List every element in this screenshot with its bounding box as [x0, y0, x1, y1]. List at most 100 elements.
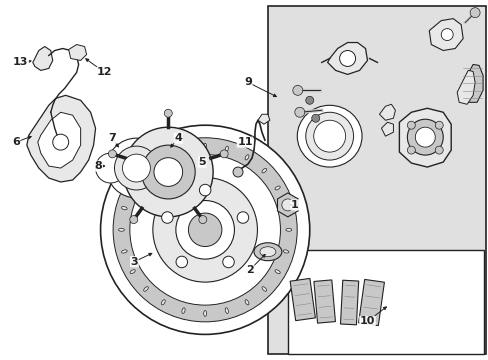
Circle shape [164, 109, 172, 117]
Circle shape [188, 213, 222, 247]
Text: 9: 9 [244, 77, 251, 87]
Circle shape [407, 146, 414, 154]
Polygon shape [327, 42, 367, 75]
Circle shape [407, 121, 414, 129]
Ellipse shape [244, 155, 248, 160]
Polygon shape [289, 278, 315, 321]
Circle shape [233, 167, 243, 177]
Circle shape [220, 150, 228, 158]
Ellipse shape [203, 311, 206, 316]
Text: 8: 8 [95, 161, 102, 171]
Text: 3: 3 [130, 257, 138, 267]
Ellipse shape [274, 186, 280, 190]
Polygon shape [381, 122, 393, 136]
Polygon shape [358, 279, 384, 325]
Circle shape [141, 145, 195, 199]
Text: 2: 2 [245, 265, 253, 275]
Ellipse shape [225, 308, 228, 314]
Circle shape [53, 134, 68, 150]
Circle shape [305, 112, 353, 160]
Circle shape [176, 201, 234, 259]
Ellipse shape [274, 270, 280, 274]
Ellipse shape [262, 287, 266, 291]
Polygon shape [456, 71, 474, 104]
Polygon shape [340, 280, 358, 325]
Circle shape [313, 120, 345, 152]
Circle shape [305, 96, 313, 104]
Polygon shape [428, 19, 462, 50]
Circle shape [153, 177, 257, 282]
Polygon shape [313, 280, 335, 323]
Polygon shape [258, 114, 269, 124]
Polygon shape [38, 112, 81, 168]
Circle shape [434, 121, 442, 129]
Ellipse shape [244, 300, 248, 305]
Circle shape [122, 154, 150, 182]
Ellipse shape [262, 168, 266, 173]
Circle shape [292, 85, 302, 95]
Bar [267, 6, 485, 354]
Ellipse shape [161, 300, 165, 305]
Circle shape [414, 127, 434, 147]
Polygon shape [68, 45, 86, 60]
Circle shape [199, 216, 206, 224]
Circle shape [281, 199, 293, 211]
Circle shape [113, 138, 297, 322]
Circle shape [339, 50, 355, 67]
Text: 1: 1 [290, 200, 298, 210]
Polygon shape [379, 104, 395, 120]
Circle shape [440, 28, 452, 41]
Text: 13: 13 [13, 58, 28, 67]
Circle shape [123, 127, 213, 217]
Circle shape [407, 119, 442, 155]
Ellipse shape [225, 146, 228, 152]
Circle shape [106, 138, 166, 198]
Circle shape [469, 8, 479, 18]
Circle shape [176, 256, 187, 268]
Circle shape [130, 154, 280, 305]
Circle shape [114, 146, 158, 190]
Ellipse shape [182, 308, 185, 314]
Ellipse shape [283, 250, 288, 253]
Text: 5: 5 [198, 157, 205, 167]
Ellipse shape [143, 287, 148, 291]
Polygon shape [399, 108, 450, 167]
Ellipse shape [283, 207, 288, 210]
Text: 4: 4 [174, 133, 182, 143]
Text: 10: 10 [359, 316, 374, 327]
Ellipse shape [130, 270, 135, 274]
Circle shape [161, 212, 173, 223]
Circle shape [108, 150, 116, 158]
Ellipse shape [253, 243, 281, 261]
Circle shape [101, 125, 309, 334]
Ellipse shape [285, 228, 291, 231]
Ellipse shape [203, 143, 206, 149]
Ellipse shape [143, 168, 148, 173]
Bar [287, 250, 483, 354]
Circle shape [129, 216, 138, 224]
Ellipse shape [122, 250, 127, 253]
Circle shape [199, 184, 210, 196]
Text: 12: 12 [97, 67, 112, 77]
Circle shape [154, 158, 182, 186]
Polygon shape [277, 193, 298, 217]
Ellipse shape [161, 155, 165, 160]
Text: 7: 7 [108, 133, 116, 143]
Text: 11: 11 [237, 137, 252, 147]
Circle shape [237, 212, 248, 223]
Ellipse shape [122, 207, 127, 210]
Ellipse shape [130, 186, 135, 190]
Ellipse shape [182, 146, 185, 152]
Polygon shape [27, 95, 95, 182]
Polygon shape [33, 46, 53, 71]
Circle shape [299, 106, 359, 166]
Circle shape [223, 256, 234, 268]
Polygon shape [460, 64, 482, 102]
Ellipse shape [297, 105, 361, 167]
Circle shape [95, 153, 125, 183]
Text: 6: 6 [12, 137, 20, 147]
Ellipse shape [119, 228, 124, 231]
Circle shape [311, 114, 319, 122]
Circle shape [294, 107, 304, 117]
Circle shape [434, 146, 442, 154]
